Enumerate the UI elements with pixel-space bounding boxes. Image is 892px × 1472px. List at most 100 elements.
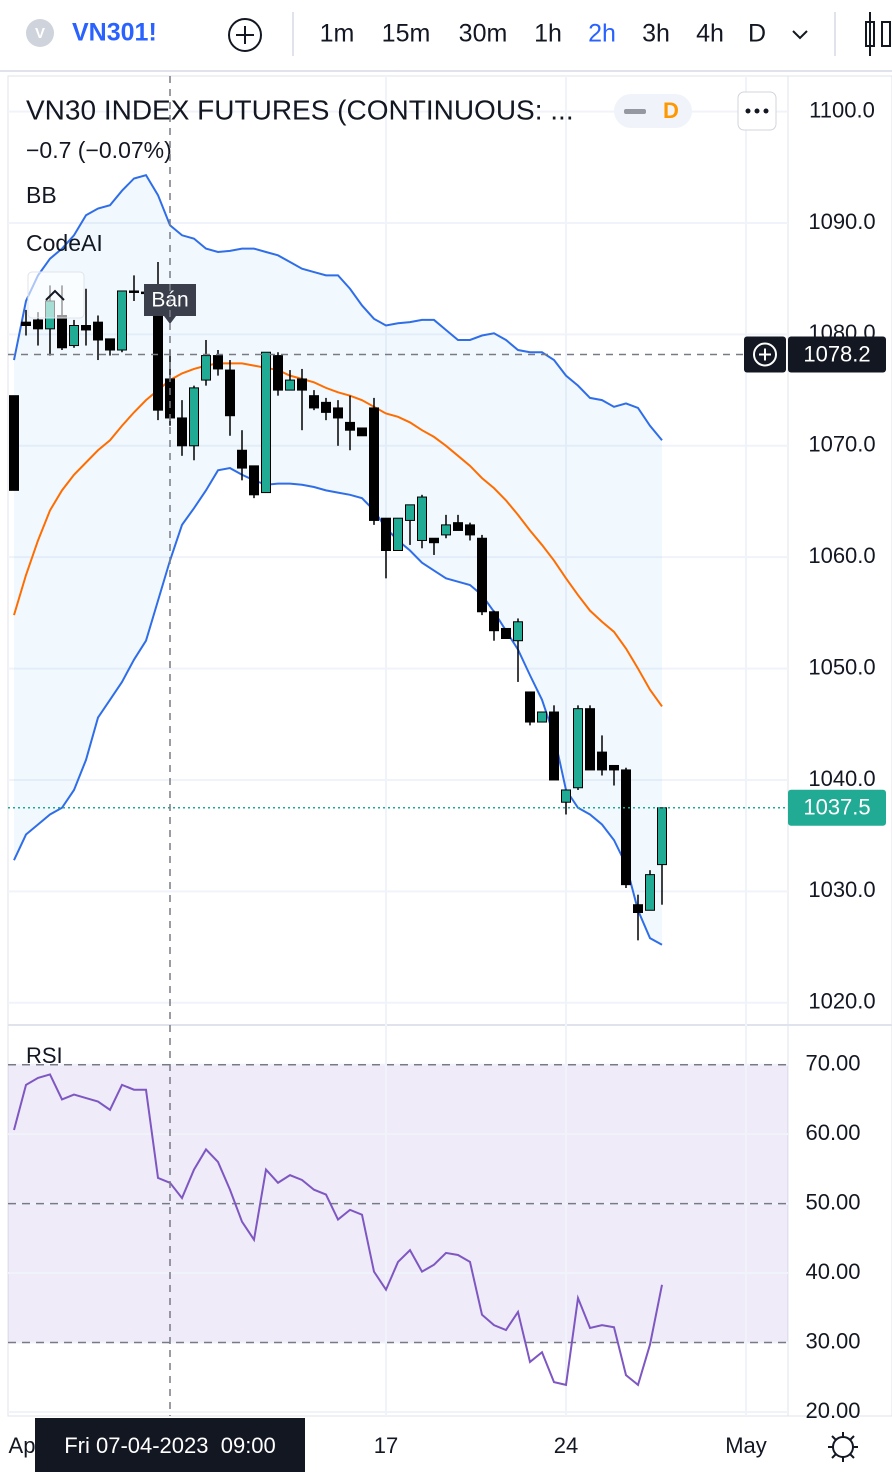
candle-body [189, 387, 199, 447]
collapse-legend-button[interactable] [27, 271, 85, 319]
candle-body [573, 708, 583, 789]
y-tick-label: 60.00 [805, 1120, 860, 1145]
interval[interactable]: 15m [382, 20, 431, 48]
x-tick-label: May [725, 1433, 767, 1458]
interval[interactable]: 2h [588, 20, 616, 48]
y-tick-label: 30.00 [805, 1328, 860, 1353]
chart-title: VN30 INDEX FUTURES (CONTINUOUS: ... [26, 94, 574, 125]
candle-body [549, 711, 559, 781]
x-tick-label: Ap [9, 1433, 36, 1458]
candle-body [309, 395, 319, 409]
candle-body [417, 496, 427, 541]
candle-body [585, 708, 595, 771]
candle-body [645, 874, 655, 911]
candle-body [381, 517, 391, 552]
indicator-label[interactable]: CodeAI [26, 230, 103, 256]
candle-body [21, 321, 31, 327]
candle-body [297, 378, 307, 391]
symbol[interactable]: VN301! [72, 19, 157, 47]
y-tick-label: 1090.0 [808, 209, 875, 234]
interval[interactable]: 30m [459, 20, 508, 48]
candle-body [69, 325, 79, 347]
candle-body [537, 711, 547, 723]
candle-body [345, 421, 355, 431]
candle-body [405, 504, 415, 521]
crosshair-x-label: Fri 07-04-2023 09:00 [64, 1433, 276, 1458]
interval[interactable]: D [748, 20, 766, 48]
candle-body [609, 764, 619, 771]
candle-body [33, 319, 43, 330]
candle-body [453, 522, 463, 531]
candle-body [81, 325, 91, 331]
candle-body [177, 417, 187, 447]
interval[interactable]: 1m [320, 20, 355, 48]
candle-body [429, 537, 439, 544]
interval[interactable]: 4h [696, 20, 724, 48]
candle-body [357, 427, 367, 437]
candle-body [369, 407, 379, 521]
candle-body [513, 621, 523, 642]
price-change: −0.7 (−0.07%) [26, 137, 172, 163]
candle-body [561, 789, 571, 803]
symbol-logo[interactable] [26, 19, 54, 47]
chart-frame [7, 75, 892, 1417]
candle-body [333, 407, 343, 419]
add-symbol-button[interactable] [228, 18, 262, 52]
indicator-label[interactable]: BB [26, 182, 57, 208]
y-tick-label: 1030.0 [808, 877, 875, 902]
legend-badge[interactable] [614, 94, 692, 128]
bb-fill [14, 175, 662, 945]
candle-body [117, 290, 127, 351]
y-tick-label: 1070.0 [808, 432, 875, 457]
candle-body [9, 395, 19, 491]
add-icon [759, 348, 771, 361]
candle-body [597, 751, 607, 771]
candle-body [273, 355, 283, 391]
candle-body [237, 449, 247, 469]
candle-body [93, 321, 103, 341]
candle-body [249, 465, 259, 496]
bb-upper [13, 173, 663, 441]
y-tick-label: 1060.0 [808, 543, 875, 568]
y-tick-label: 1040.0 [808, 766, 875, 791]
crosshair-x-box [35, 1418, 305, 1472]
signal-marker[interactable] [144, 284, 196, 325]
x-tick-label: 17 [374, 1433, 398, 1458]
chart-type-button[interactable] [865, 12, 891, 56]
candle-body [105, 338, 115, 351]
candle-body [393, 517, 403, 552]
badge-label: D [663, 98, 679, 123]
rsi-line [13, 1073, 663, 1387]
interval[interactable]: 3h [642, 20, 670, 48]
collapse-icon [45, 289, 65, 301]
bb-middle [13, 362, 663, 708]
settings-button[interactable] [828, 1432, 858, 1462]
candle-body [261, 351, 271, 494]
candle-body [621, 769, 631, 886]
rsi-label[interactable]: RSI [26, 1043, 63, 1068]
y-tick-label: 1050.0 [808, 654, 875, 679]
crosshair-y-label: 1078.2 [803, 341, 870, 366]
crosshair-y-box [788, 336, 886, 373]
y-tick-label: 70.00 [805, 1051, 860, 1076]
candle-body [441, 524, 451, 536]
y-tick-label: 1020.0 [808, 989, 875, 1014]
candle-body [477, 537, 487, 613]
add-icon [236, 26, 254, 44]
candle-body [657, 807, 667, 866]
candle-body [213, 355, 223, 370]
candle-body [321, 401, 331, 413]
candle-body [501, 627, 511, 639]
interval-dropdown[interactable] [792, 30, 808, 40]
candle-body [57, 314, 67, 349]
last-price-box [788, 789, 886, 826]
y-tick-label: 20.00 [805, 1398, 860, 1423]
add-icon [753, 342, 777, 367]
symbol-logo-text: V [35, 25, 45, 42]
candle-body [129, 290, 139, 293]
interval[interactable]: 1h [534, 20, 562, 48]
candle-body [465, 524, 475, 536]
candle-body [633, 904, 643, 914]
